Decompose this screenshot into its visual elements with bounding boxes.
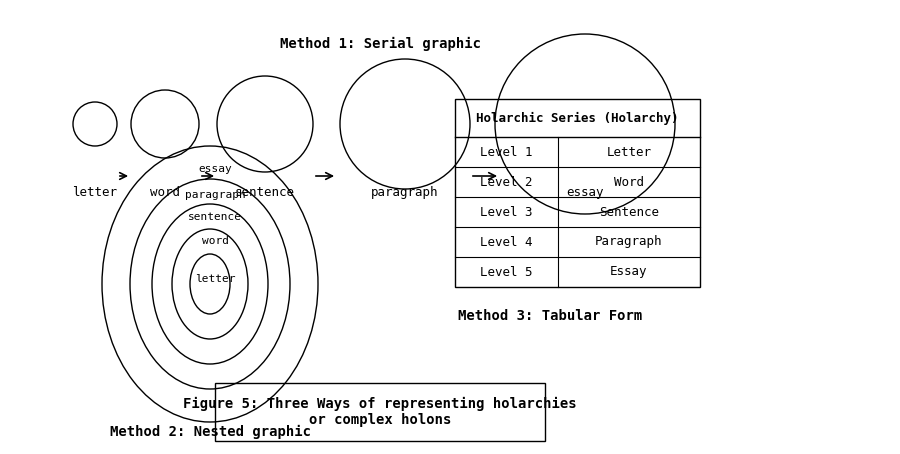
Text: Essay: Essay [610, 266, 648, 278]
Text: sentence: sentence [235, 186, 295, 199]
Text: Level 2: Level 2 [481, 176, 533, 188]
Text: word: word [202, 236, 229, 246]
Text: paragraph: paragraph [184, 190, 246, 200]
Text: word: word [150, 186, 180, 199]
Text: paragraph: paragraph [371, 186, 439, 199]
Text: Sentence: Sentence [599, 206, 659, 218]
Bar [455, 99, 700, 287]
Text: Level 5: Level 5 [481, 266, 533, 278]
Text: Method 2: Nested graphic: Method 2: Nested graphic [110, 425, 310, 439]
Text: Level 4: Level 4 [481, 236, 533, 248]
Text: Figure 5: Three Ways of representing holarchies
or complex holons: Figure 5: Three Ways of representing hol… [184, 397, 577, 427]
Text: Level 3: Level 3 [481, 206, 533, 218]
Text: essay: essay [198, 164, 232, 174]
Text: sentence: sentence [188, 212, 242, 222]
Text: letter: letter [194, 274, 235, 284]
Text: Method 1: Serial graphic: Method 1: Serial graphic [280, 37, 481, 51]
Text: Paragraph: Paragraph [595, 236, 662, 248]
Text: essay: essay [566, 186, 604, 199]
Text: Letter: Letter [607, 145, 652, 158]
Text: Word: Word [614, 176, 644, 188]
Bar [215, 383, 545, 441]
Text: letter: letter [73, 186, 118, 199]
Text: Method 3: Tabular Form: Method 3: Tabular Form [458, 309, 642, 323]
Text: Holarchic Series (Holarchy): Holarchic Series (Holarchy) [476, 112, 679, 124]
Text: Level 1: Level 1 [481, 145, 533, 158]
